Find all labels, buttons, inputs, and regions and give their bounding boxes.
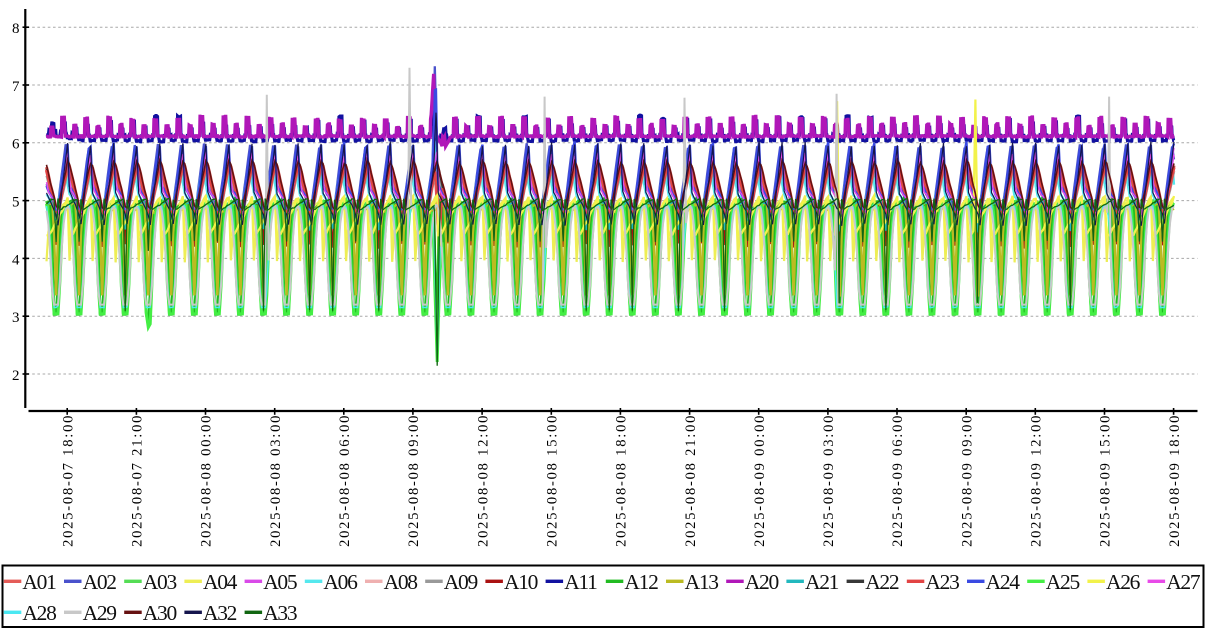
- svg-text:A30: A30: [143, 601, 177, 625]
- svg-text:2025-08-08 12:00: 2025-08-08 12:00: [475, 414, 491, 547]
- svg-text:A01: A01: [22, 570, 56, 594]
- svg-text:2025-08-08 00:00: 2025-08-08 00:00: [199, 414, 215, 547]
- svg-text:5: 5: [12, 195, 20, 211]
- svg-text:A29: A29: [83, 601, 117, 625]
- svg-text:A09: A09: [444, 570, 478, 594]
- svg-text:2025-08-08 18:00: 2025-08-08 18:00: [614, 414, 630, 547]
- svg-text:A32: A32: [203, 601, 237, 625]
- svg-text:A28: A28: [22, 601, 56, 625]
- svg-text:A25: A25: [1046, 570, 1080, 594]
- svg-text:A03: A03: [143, 570, 177, 594]
- svg-text:A22: A22: [865, 570, 899, 594]
- svg-text:A13: A13: [685, 570, 719, 594]
- svg-text:2025-08-09 00:00: 2025-08-09 00:00: [752, 414, 768, 547]
- svg-text:2: 2: [12, 368, 20, 384]
- svg-text:2025-08-09 09:00: 2025-08-09 09:00: [959, 414, 975, 547]
- svg-text:A11: A11: [564, 570, 597, 594]
- svg-text:2025-08-09 03:00: 2025-08-09 03:00: [821, 414, 837, 547]
- svg-text:2025-08-08 09:00: 2025-08-08 09:00: [406, 414, 422, 547]
- svg-text:2025-08-08 03:00: 2025-08-08 03:00: [268, 414, 284, 547]
- svg-text:2025-08-07 21:00: 2025-08-07 21:00: [130, 414, 146, 547]
- svg-text:2025-08-09 06:00: 2025-08-09 06:00: [890, 414, 906, 547]
- svg-text:A06: A06: [323, 570, 358, 594]
- svg-text:A05: A05: [263, 570, 297, 594]
- svg-text:8: 8: [12, 21, 20, 37]
- svg-text:A10: A10: [504, 570, 538, 594]
- svg-text:3: 3: [12, 310, 20, 326]
- svg-text:A24: A24: [986, 570, 1021, 594]
- svg-text:2025-08-07 18:00: 2025-08-07 18:00: [60, 414, 76, 547]
- svg-text:A04: A04: [203, 570, 238, 594]
- svg-text:A12: A12: [624, 570, 658, 594]
- svg-text:A08: A08: [384, 570, 418, 594]
- svg-text:2025-08-09 15:00: 2025-08-09 15:00: [1098, 414, 1114, 547]
- svg-text:7: 7: [12, 79, 20, 95]
- svg-text:4: 4: [12, 252, 20, 268]
- svg-text:2025-08-09 12:00: 2025-08-09 12:00: [1029, 414, 1045, 547]
- svg-text:6: 6: [12, 137, 20, 153]
- svg-text:A02: A02: [83, 570, 117, 594]
- svg-text:A27: A27: [1166, 570, 1201, 594]
- svg-text:2025-08-08 06:00: 2025-08-08 06:00: [337, 414, 353, 547]
- svg-text:A23: A23: [925, 570, 959, 594]
- svg-text:2025-08-09 18:00: 2025-08-09 18:00: [1167, 414, 1183, 547]
- svg-text:2025-08-08 15:00: 2025-08-08 15:00: [545, 414, 561, 547]
- svg-text:A20: A20: [745, 570, 779, 594]
- svg-text:A26: A26: [1106, 570, 1141, 594]
- svg-text:A21: A21: [805, 570, 839, 594]
- svg-text:A33: A33: [263, 601, 297, 625]
- svg-text:2025-08-08 21:00: 2025-08-08 21:00: [683, 414, 699, 547]
